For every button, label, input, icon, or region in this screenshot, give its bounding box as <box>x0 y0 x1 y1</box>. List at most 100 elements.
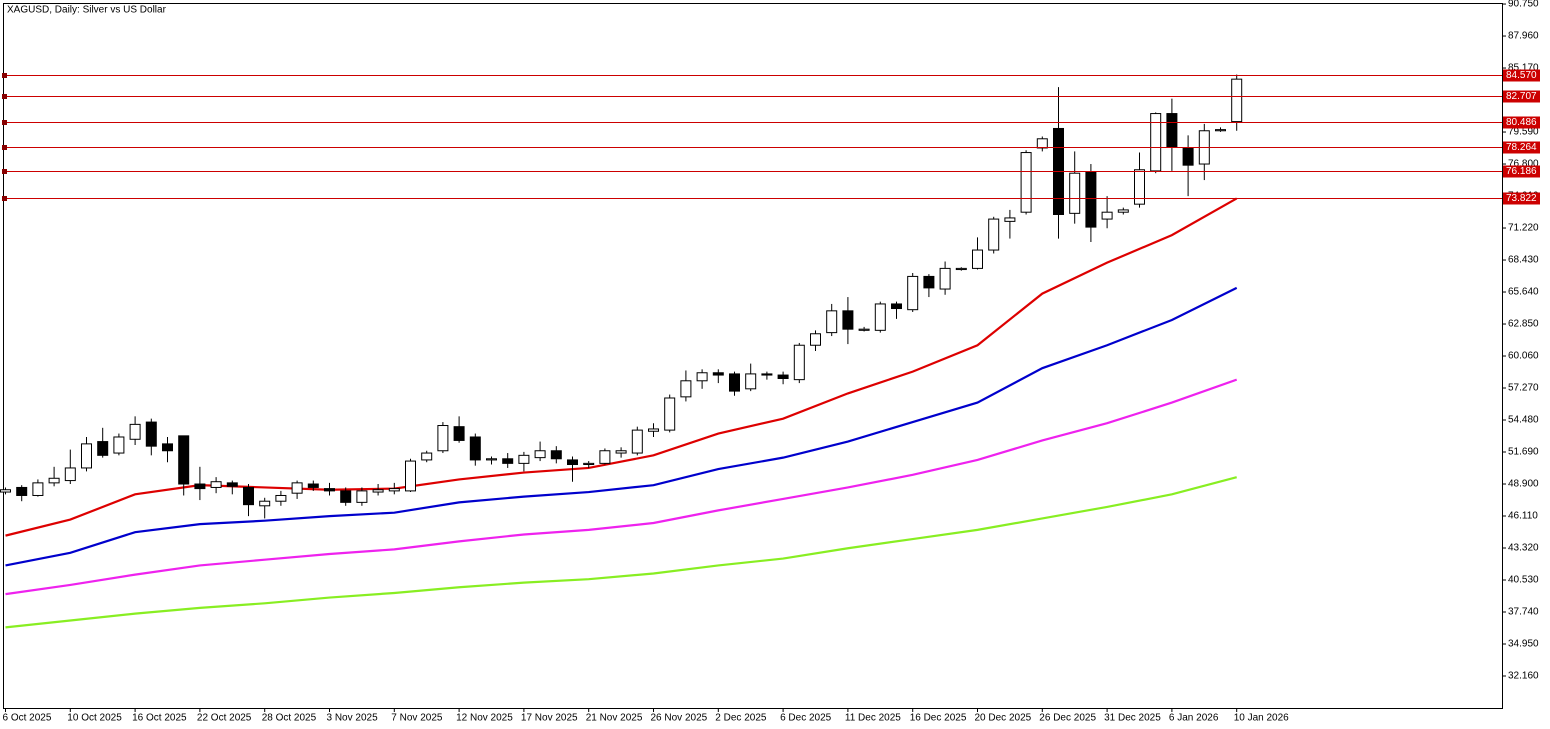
candle-body <box>275 494 287 502</box>
candle-body <box>955 267 967 271</box>
candle-body <box>437 425 449 452</box>
level-marker <box>2 73 7 78</box>
candle-body <box>858 328 870 331</box>
y-tick-label: 87.960 <box>1508 31 1539 42</box>
plot-frame <box>3 3 1503 709</box>
candle-body <box>113 436 125 454</box>
candle-body <box>0 489 11 493</box>
y-tick-label: 57.270 <box>1508 383 1539 394</box>
candle-body <box>518 454 530 464</box>
level-marker <box>2 94 7 99</box>
level-label-box <box>1503 116 1540 129</box>
x-tick-label: 17 Nov 2025 <box>521 713 578 724</box>
x-tick-label: 6 Jan 2026 <box>1169 713 1219 724</box>
y-tick-label: 68.430 <box>1508 255 1539 266</box>
level-label-box <box>1503 165 1540 178</box>
y-tick-label: 34.950 <box>1508 639 1539 650</box>
candle-body <box>939 267 951 290</box>
candle-body <box>729 373 740 392</box>
candle-body <box>648 428 659 432</box>
candle-body <box>210 481 222 488</box>
y-tick-label: 37.740 <box>1508 607 1539 618</box>
candle-body <box>988 218 1000 251</box>
candle-body <box>891 303 902 310</box>
candle-body <box>826 310 838 334</box>
candle-body <box>64 467 76 482</box>
candle-body <box>696 372 708 382</box>
level-label-box <box>1503 69 1540 82</box>
y-tick-label: 62.850 <box>1508 319 1539 330</box>
candle-body <box>777 374 789 379</box>
candle-body <box>502 458 514 464</box>
candle-body <box>453 426 465 441</box>
x-tick-label: 26 Dec 2025 <box>1039 713 1096 724</box>
level-marker <box>2 120 7 125</box>
candle-body <box>307 483 319 488</box>
candle-body <box>162 443 173 452</box>
candle-body <box>874 303 886 331</box>
x-tick-label: 12 Nov 2025 <box>456 713 513 724</box>
candle-body <box>793 344 805 381</box>
candle-body <box>1069 172 1081 214</box>
x-tick-label: 10 Oct 2025 <box>67 713 122 724</box>
x-tick-label: 20 Dec 2025 <box>975 713 1032 724</box>
candle-body <box>550 450 562 460</box>
candle-body <box>745 373 757 390</box>
candle-body <box>1215 129 1226 132</box>
candle-body <box>1150 113 1162 172</box>
candle-body <box>32 482 44 496</box>
candle-body <box>810 333 821 346</box>
candle-body <box>631 429 643 454</box>
candle-body <box>372 489 384 493</box>
candle-body <box>534 450 546 459</box>
candle-body <box>405 460 416 492</box>
level-marker <box>2 145 7 150</box>
candle-body <box>907 275 919 311</box>
candle-body <box>129 423 141 440</box>
candle-body <box>1004 217 1016 222</box>
candle-body <box>97 441 109 456</box>
x-tick-label: 11 Dec 2025 <box>845 713 901 724</box>
x-tick-label: 31 Dec 2025 <box>1104 713 1161 724</box>
y-tick-label: 90.750 <box>1508 0 1539 10</box>
level-label-box <box>1503 192 1540 205</box>
candle-body <box>1134 169 1145 205</box>
candle-body <box>324 488 335 492</box>
moving-average <box>5 378 1238 596</box>
moving-average <box>5 476 1237 629</box>
candle-body <box>48 477 60 484</box>
candle-body <box>1085 171 1097 228</box>
candle-body <box>16 486 28 496</box>
x-tick-label: 10 Jan 2026 <box>1234 713 1289 724</box>
candle-body <box>615 450 627 454</box>
candle-body <box>178 435 190 485</box>
level-label: 80.486 <box>1506 117 1537 128</box>
chart-title: XAGUSD, Daily: Silver vs US Dollar <box>7 5 167 16</box>
candle-body <box>599 450 611 464</box>
y-tick-label: 48.900 <box>1508 479 1539 490</box>
y-tick-label: 65.640 <box>1508 287 1539 298</box>
y-tick-label: 79.590 <box>1508 127 1539 138</box>
candle-body <box>81 443 92 469</box>
candle-body <box>145 421 157 447</box>
level-label: 78.264 <box>1506 142 1537 153</box>
candle-body <box>567 459 578 466</box>
level-label: 84.570 <box>1506 70 1537 81</box>
x-tick-label: 16 Oct 2025 <box>132 713 187 724</box>
candle-body <box>923 275 935 289</box>
candle-body <box>469 436 481 461</box>
y-tick-label: 76.800 <box>1508 159 1539 170</box>
candle-body <box>712 372 724 376</box>
level-marker <box>2 169 7 174</box>
candle-body <box>243 486 254 506</box>
candle-body <box>972 249 983 269</box>
level-label-box <box>1503 90 1540 103</box>
y-tick-label: 51.690 <box>1508 447 1539 458</box>
candle-body <box>421 452 433 461</box>
candle-body <box>1166 113 1178 148</box>
candle-body <box>1036 138 1048 149</box>
x-tick-label: 3 Nov 2025 <box>327 713 379 724</box>
candle-body <box>1020 152 1032 213</box>
level-marker <box>2 196 7 201</box>
